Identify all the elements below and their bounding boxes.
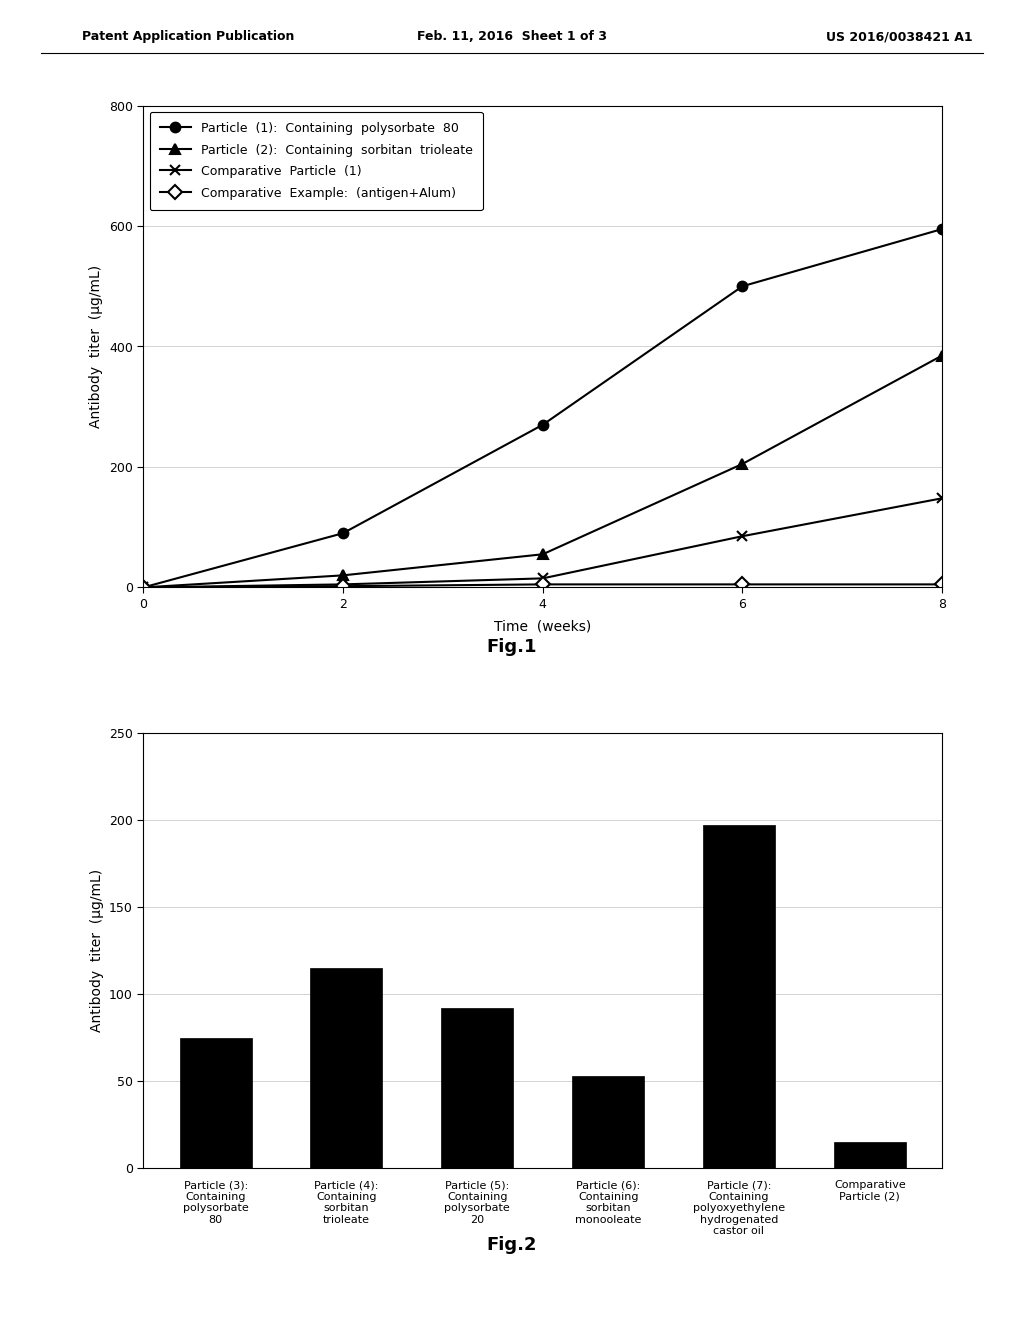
Text: US 2016/0038421 A1: US 2016/0038421 A1 — [826, 30, 973, 44]
Particle  (2):  Containing  sorbitan  trioleate: (6, 205): Containing sorbitan trioleate: (6, 205) — [736, 455, 749, 471]
Y-axis label: Antibody  titer  (μg/mL): Antibody titer (μg/mL) — [89, 265, 103, 428]
Particle  (1):  Containing  polysorbate  80: (2, 90): Containing polysorbate 80: (2, 90) — [337, 525, 349, 541]
Comparative  Particle  (1) — [736, 528, 749, 544]
Comparative  Example:  (antigen+Alum): (8, 5): (antigen+Alum): (8, 5) — [936, 577, 948, 593]
Comparative  Example:  (antigen+Alum): (2, 2): (antigen+Alum): (2, 2) — [337, 578, 349, 594]
Comparative  Particle  (1) — [337, 577, 349, 593]
Legend: Particle  (1):  Containing  polysorbate  80, Particle  (2):  Containing  sorbita: Particle (1): Containing polysorbate 80,… — [150, 112, 482, 210]
Particle  (2):  Containing  sorbitan  trioleate: (8, 385): Containing sorbitan trioleate: (8, 385) — [936, 347, 948, 363]
Comparative  Example:  (antigen+Alum): (0, 0): (antigen+Alum): (0, 0) — [137, 579, 150, 595]
Particle  (1):  Containing  polysorbate  80: (6, 500): Containing polysorbate 80: (6, 500) — [736, 279, 749, 294]
Bar — [572, 1076, 644, 1168]
Comparative  Example:  (antigen+Alum): (6, 5): (antigen+Alum): (6, 5) — [736, 577, 749, 593]
Bar — [179, 1038, 252, 1168]
Line: Particle  (1):  Containing  polysorbate  80: Particle (1): Containing polysorbate 80 — [138, 224, 947, 593]
Bar — [703, 825, 775, 1168]
X-axis label: Time  (weeks): Time (weeks) — [495, 619, 591, 634]
Line: Comparative  Example:  (antigen+Alum): Comparative Example: (antigen+Alum) — [138, 579, 947, 593]
Particle  (2):  Containing  sorbitan  trioleate: (4, 55): Containing sorbitan trioleate: (4, 55) — [537, 546, 549, 562]
Text: Fig.1: Fig.1 — [486, 638, 538, 656]
Comparative  Example:  (antigen+Alum): (4, 5): (antigen+Alum): (4, 5) — [537, 577, 549, 593]
Particle  (1):  Containing  polysorbate  80: (0, 0): Containing polysorbate 80: (0, 0) — [137, 579, 150, 595]
Comparative  Particle  (1) — [936, 490, 948, 506]
Particle  (2):  Containing  sorbitan  trioleate: (2, 20): Containing sorbitan trioleate: (2, 20) — [337, 568, 349, 583]
Particle  (1):  Containing  polysorbate  80: (4, 270): Containing polysorbate 80: (4, 270) — [537, 417, 549, 433]
Bar — [310, 968, 382, 1168]
Text: Fig.2: Fig.2 — [486, 1236, 538, 1254]
Comparative  Particle  (1) — [137, 579, 150, 595]
Comparative  Particle  (1) — [537, 570, 549, 586]
Text: Feb. 11, 2016  Sheet 1 of 3: Feb. 11, 2016 Sheet 1 of 3 — [417, 30, 607, 44]
Particle  (1):  Containing  polysorbate  80: (8, 595): Containing polysorbate 80: (8, 595) — [936, 222, 948, 238]
Particle  (2):  Containing  sorbitan  trioleate: (0, 0): Containing sorbitan trioleate: (0, 0) — [137, 579, 150, 595]
Text: Patent Application Publication: Patent Application Publication — [82, 30, 294, 44]
Bar — [441, 1008, 513, 1168]
Line: Comparative  Particle  (1): Comparative Particle (1) — [138, 494, 947, 593]
Y-axis label: Antibody  titer  (μg/mL): Antibody titer (μg/mL) — [89, 869, 103, 1032]
Line: Particle  (2):  Containing  sorbitan  trioleate: Particle (2): Containing sorbitan triole… — [138, 351, 947, 593]
Bar — [834, 1142, 906, 1168]
